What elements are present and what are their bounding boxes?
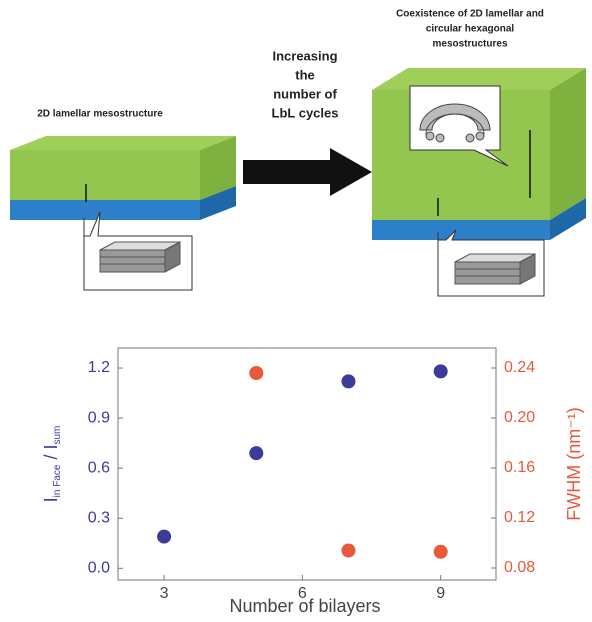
point — [434, 364, 448, 378]
y-label-part: sum — [52, 426, 63, 445]
right-label-line: circular hexagonal — [426, 24, 515, 35]
y2-tick-label: 0.12 — [504, 509, 535, 526]
x-tick-label: 9 — [436, 585, 445, 602]
point — [249, 366, 263, 380]
substrate — [372, 220, 550, 240]
y-tick-label: 0.6 — [88, 459, 110, 476]
y-tick-label: 0.0 — [88, 560, 110, 577]
y2-tick-label: 0.20 — [504, 409, 535, 426]
y-label-part: in Face — [52, 464, 63, 497]
figure: 2D lamellar mesostructure Increasing the… — [0, 0, 592, 622]
y2-tick-label: 0.24 — [504, 359, 535, 376]
lamellar-icon — [455, 254, 535, 284]
arrow-label-line: Increasing — [272, 48, 337, 63]
point — [341, 374, 355, 388]
lamellar-icon — [100, 242, 180, 272]
process-arrow — [243, 148, 372, 196]
slab-top — [10, 136, 236, 150]
y-label-part: / I — [41, 445, 61, 465]
x-tick-label: 3 — [160, 585, 169, 602]
y-tick-label: 0.3 — [88, 509, 110, 526]
left-label: 2D lamellar mesostructure — [37, 109, 163, 120]
arrow-label-line: number of — [273, 86, 337, 101]
slab-front — [10, 150, 200, 200]
point — [249, 446, 263, 460]
y2-tick-label: 0.16 — [504, 459, 535, 476]
arrow-label-line: the — [295, 67, 315, 82]
right-label-line: mesostructures — [432, 39, 507, 50]
y-tick-label: 1.2 — [88, 359, 110, 376]
arrow-label-line: LbL cycles — [272, 105, 339, 120]
right-label-line: Coexistence of 2D lamellar and — [396, 9, 544, 20]
arrow-label: Increasing the number of LbL cycles — [272, 48, 339, 120]
page: 2D lamellar mesostructure Increasing the… — [0, 0, 592, 622]
y-axis-label: Iin Face / Isum — [41, 426, 63, 503]
point — [341, 544, 355, 558]
y-tick-label: 0.9 — [88, 409, 110, 426]
y2-tick-label: 0.08 — [504, 559, 535, 576]
point — [434, 545, 448, 559]
y2-axis-label: FWHM (nm⁻¹) — [564, 407, 584, 520]
point — [157, 530, 171, 544]
substrate — [10, 200, 200, 220]
slab-side — [550, 68, 586, 220]
x-tick-label: 6 — [298, 585, 307, 602]
